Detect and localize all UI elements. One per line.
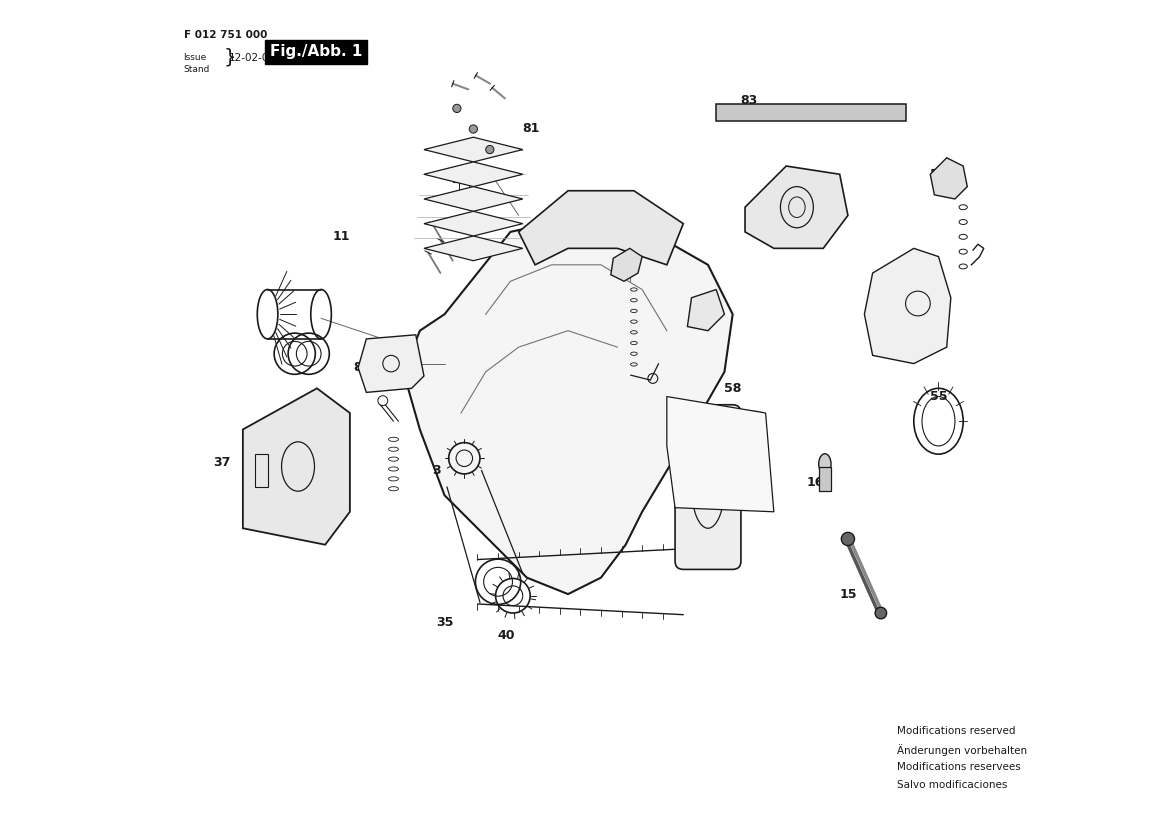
Bar [819,467,831,491]
Ellipse shape [818,453,831,474]
Circle shape [842,533,855,545]
Text: 3: 3 [433,464,441,477]
Text: 59: 59 [929,168,947,181]
Polygon shape [424,162,523,187]
Polygon shape [687,290,725,330]
Circle shape [485,145,494,154]
Text: 11: 11 [333,230,351,243]
Circle shape [452,104,461,112]
Bar [675,442,736,479]
Circle shape [876,607,886,619]
Text: 37: 37 [214,456,231,469]
Text: 36: 36 [250,464,268,477]
Circle shape [469,125,477,133]
Polygon shape [403,216,733,594]
FancyBboxPatch shape [675,405,741,569]
Text: Modifications reservees: Modifications reservees [898,762,1021,772]
Polygon shape [931,158,967,199]
Polygon shape [424,236,523,261]
Text: 40: 40 [498,629,516,642]
Text: Issue: Issue [184,53,207,62]
Bar [717,104,906,121]
Polygon shape [424,187,523,211]
Polygon shape [864,249,950,363]
Text: }: } [223,48,236,67]
Text: 80: 80 [613,267,630,279]
Polygon shape [666,396,774,512]
Bar [255,454,268,487]
Polygon shape [243,388,350,544]
Polygon shape [611,249,642,282]
Text: Salvo modificaciones: Salvo modificaciones [898,781,1008,790]
Text: 19: 19 [696,308,713,320]
Text: Stand: Stand [184,64,210,74]
Text: 58: 58 [724,382,741,395]
Text: 81: 81 [523,122,540,135]
Text: 83: 83 [740,93,758,107]
Polygon shape [358,335,424,392]
Text: 12-02-09: 12-02-09 [229,53,276,64]
Text: 55: 55 [929,390,947,403]
Bar [459,183,469,195]
Text: 35: 35 [436,616,454,629]
Text: 15: 15 [839,587,857,601]
Text: 1: 1 [284,482,292,496]
Text: Modifications reserved: Modifications reserved [898,726,1016,736]
Text: Fig./Abb. 1: Fig./Abb. 1 [270,44,362,59]
Polygon shape [424,211,523,236]
Text: 56: 56 [715,456,733,469]
Polygon shape [519,191,684,265]
Bar [452,168,476,183]
Text: Änderungen vorbehalten: Änderungen vorbehalten [898,744,1028,756]
Polygon shape [745,166,848,249]
Text: F 012 751 000: F 012 751 000 [184,31,267,40]
Text: 16: 16 [807,477,824,490]
Text: 54: 54 [901,292,919,304]
Polygon shape [424,137,523,162]
Text: 82: 82 [353,361,371,374]
